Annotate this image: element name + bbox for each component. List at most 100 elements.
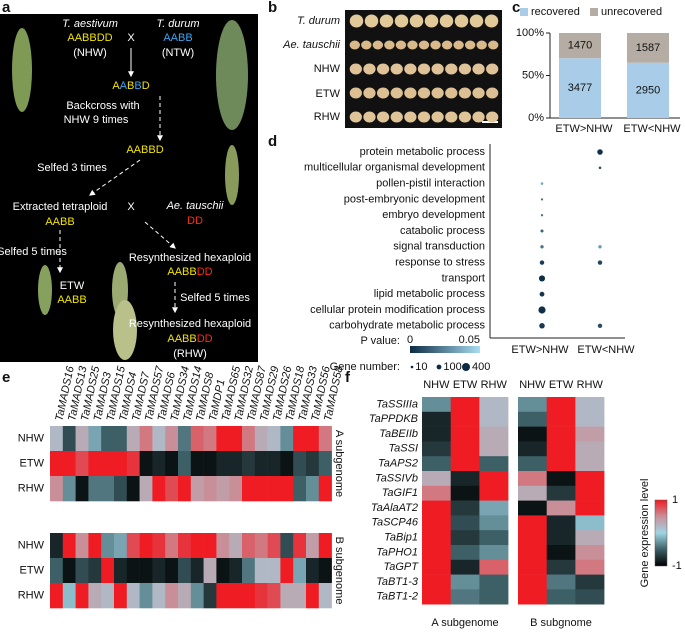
heatmap-cell bbox=[546, 456, 576, 472]
heatmap-cell bbox=[450, 397, 480, 413]
heatmap-cell bbox=[280, 558, 294, 584]
col-label: NHW bbox=[519, 379, 546, 391]
grain bbox=[431, 63, 444, 75]
y-tick-label: lipid metabolic process bbox=[374, 288, 486, 300]
heatmap-cell bbox=[575, 500, 605, 516]
heatmap-cell bbox=[101, 476, 115, 502]
genome-part: AABB bbox=[167, 266, 196, 278]
heatmap-cell bbox=[318, 426, 332, 452]
heatmap-cell bbox=[75, 451, 89, 477]
bar-segment bbox=[627, 62, 669, 118]
genome: AABB bbox=[45, 216, 74, 228]
grain bbox=[363, 111, 376, 123]
heatmap-cell bbox=[479, 530, 509, 546]
panel-label: b bbox=[268, 0, 277, 16]
col-label: RHW bbox=[481, 379, 508, 391]
col-label: RHW bbox=[577, 379, 604, 391]
grain bbox=[394, 14, 409, 28]
step-label: Selfed 5 times bbox=[180, 292, 250, 304]
row-label: T. durum bbox=[297, 15, 340, 27]
genome-part: D bbox=[142, 80, 150, 92]
heatmap-cell bbox=[165, 426, 179, 452]
grain bbox=[417, 111, 431, 123]
size-legend-dot bbox=[462, 363, 470, 371]
parent-name: T. aestivum bbox=[62, 18, 118, 30]
heatmap-cell bbox=[203, 558, 217, 584]
heatmap-cell bbox=[152, 426, 166, 452]
heatmap-cell bbox=[479, 559, 509, 575]
color-bar bbox=[654, 499, 668, 567]
heatmap-cell bbox=[88, 583, 102, 609]
heatmap-cell bbox=[267, 533, 281, 559]
y-tick-label: cellular protein modification process bbox=[310, 304, 485, 316]
col-label: NHW bbox=[423, 379, 450, 391]
value-label: 1470 bbox=[568, 40, 592, 52]
heatmap-cell bbox=[101, 451, 115, 477]
row-label: NHW bbox=[18, 432, 45, 444]
row-label: RHW bbox=[18, 589, 45, 601]
heatmap-cell bbox=[62, 533, 76, 559]
heatmap-cell bbox=[165, 476, 179, 502]
heatmap-cell bbox=[575, 397, 605, 413]
heatmap-cell bbox=[50, 476, 64, 502]
grain bbox=[430, 40, 441, 50]
grain bbox=[390, 87, 403, 99]
heatmap-cell bbox=[293, 533, 307, 559]
grain bbox=[395, 40, 407, 50]
heatmap-cell bbox=[75, 583, 89, 609]
heatmap-cell bbox=[165, 451, 179, 477]
heatmap-cell bbox=[229, 533, 243, 559]
heatmap-cell bbox=[422, 515, 451, 531]
heatmap-cell bbox=[50, 558, 64, 584]
grain bbox=[458, 87, 472, 99]
bar-segment bbox=[559, 33, 601, 59]
heatmap-cell bbox=[479, 426, 509, 442]
heatmap-cell bbox=[139, 426, 153, 452]
legend-swatch bbox=[520, 8, 528, 16]
heatmap-cell bbox=[267, 426, 281, 452]
spike-photo bbox=[113, 300, 137, 360]
grain bbox=[376, 63, 390, 75]
grain bbox=[441, 40, 453, 50]
heatmap-cell bbox=[318, 583, 332, 609]
heatmap-cell bbox=[126, 583, 140, 609]
block-label: A subgenome bbox=[431, 617, 498, 629]
heatmap-cell bbox=[518, 574, 547, 590]
heatmap-cell bbox=[546, 545, 576, 561]
heatmap-cell bbox=[422, 397, 451, 413]
heatmap-cell bbox=[422, 471, 451, 487]
spike-photo bbox=[12, 28, 32, 112]
heatmap-cell bbox=[422, 545, 451, 561]
heatmap-cell bbox=[114, 451, 128, 477]
heatmap-cell bbox=[318, 558, 332, 584]
panel-label: e bbox=[2, 369, 10, 386]
panel-label: f bbox=[345, 369, 351, 386]
row-label: Ae. tauschii bbox=[282, 39, 340, 51]
grain bbox=[458, 111, 472, 123]
heatmap-cell bbox=[293, 476, 307, 502]
heatmap-cell bbox=[422, 589, 451, 605]
grain bbox=[372, 40, 384, 50]
genome: AABB bbox=[57, 294, 86, 306]
heatmap-cell bbox=[422, 574, 451, 590]
grain bbox=[418, 40, 430, 50]
heatmap-cell bbox=[75, 426, 89, 452]
row-label: RHW bbox=[314, 111, 341, 123]
dot bbox=[539, 291, 545, 297]
size-legend-label: 10 bbox=[415, 361, 427, 373]
gene-label: TaGIF1 bbox=[382, 487, 418, 499]
heatmap-cell bbox=[575, 589, 605, 605]
heatmap-cell bbox=[242, 533, 256, 559]
genome: AABBD bbox=[112, 80, 149, 92]
parent-name: T. durum bbox=[156, 18, 199, 30]
heatmap-cell bbox=[450, 471, 480, 487]
heatmap-cell bbox=[518, 485, 547, 501]
grain bbox=[404, 87, 417, 99]
heatmap-cell bbox=[479, 589, 509, 605]
grain bbox=[431, 111, 444, 123]
heatmap-cell bbox=[575, 574, 605, 590]
panel-c: 0% 50% 100% 3477 1470 ETW>NHW 2950 1587 ETW<NHW r… bbox=[516, 6, 681, 135]
step-label: Selfed 5 times bbox=[0, 246, 67, 258]
grain bbox=[409, 14, 424, 28]
